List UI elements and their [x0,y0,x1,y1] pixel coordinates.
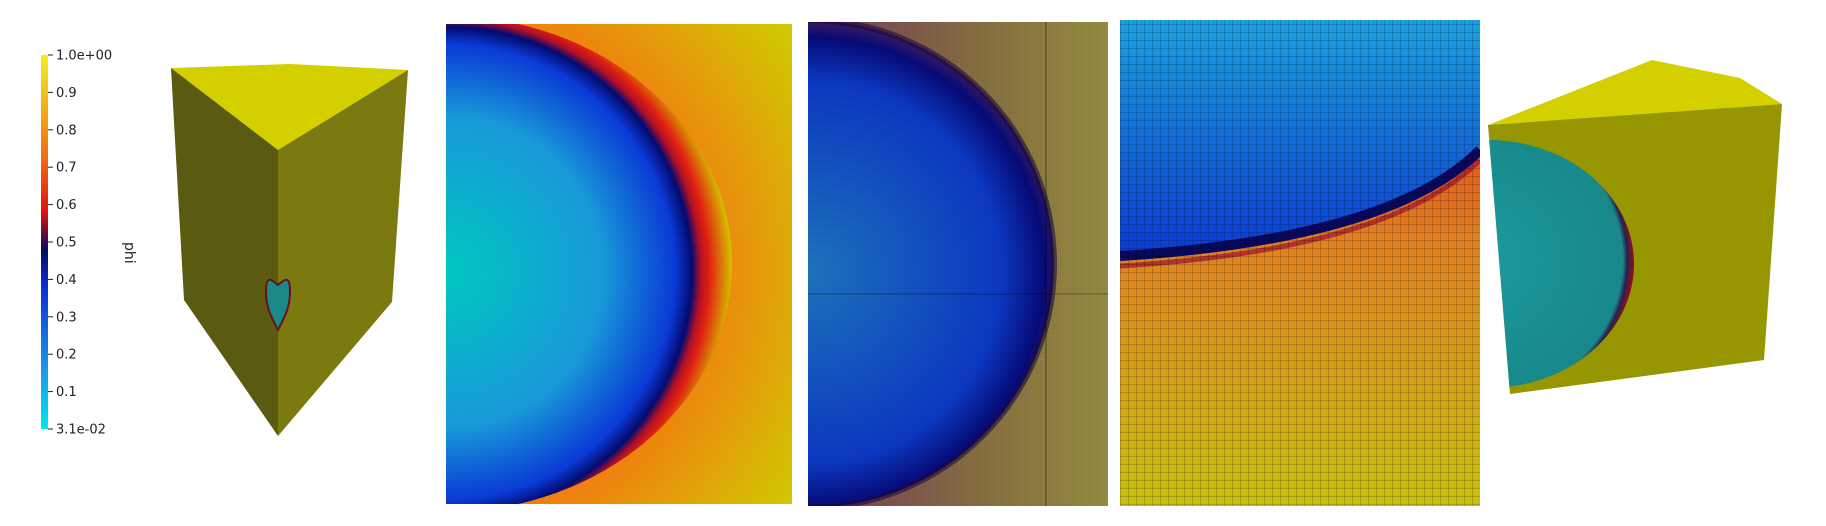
colorbar-ticks: 1.0e+00 0.9 0.8 0.7 0.6 0.5 0.4 0.3 0.2 0.1 3.1e-0… [48,49,112,438]
colorbar-tick-label: 0.9 [56,86,77,101]
wedge-top-face [171,64,408,150]
wedge-right-face [278,70,408,436]
slice-smooth [446,24,792,504]
droplet-cut [1488,140,1634,388]
colorbar-tick-label: 0.2 [56,348,77,363]
slice-zoomed-interface [1120,20,1480,506]
wedge-3d-view [171,64,408,436]
wedge-left-face [171,68,278,436]
colorbar-tick-label: 1.0e+00 [56,49,112,64]
colorbar-tick-label: 0.7 [56,161,77,176]
colorbar-tick-label: 0.6 [56,198,77,213]
colorbar: 1.0e+00 0.9 0.8 0.7 0.6 0.5 0.4 0.3 0.2 0.1 3.1e-0… [41,49,137,438]
colorbar-gradient [41,55,48,429]
wedge-top-face [1488,60,1782,125]
slice-fine-mesh [808,22,1108,506]
colorbar-tick-label: 3.1e-02 [56,423,106,438]
colorbar-tick-label: 0.4 [56,273,77,288]
colorbar-title: phi [121,242,137,264]
colorbar-tick-label: 0.3 [56,310,77,325]
droplet-small [264,278,292,333]
wedge-3d-cut-view [1488,60,1782,394]
colorbar-tick-label: 0.5 [56,236,77,251]
colorbar-tick-label: 0.1 [56,385,77,400]
colorbar-tick-label: 0.8 [56,123,77,138]
